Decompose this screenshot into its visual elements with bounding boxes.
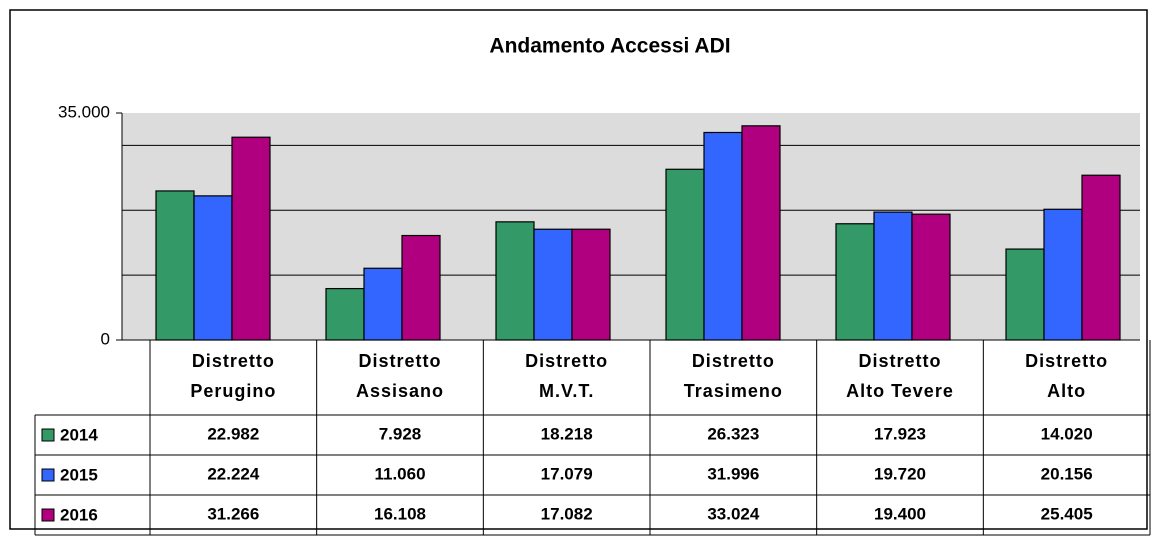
bar [741,125,781,341]
data-label: 20.156 [1041,464,1093,483]
bar [571,228,611,341]
legend-label: 2016 [60,505,98,524]
bar [873,211,913,341]
bar [1043,208,1083,341]
data-label: 22.982 [207,424,259,443]
data-label: 17.923 [874,424,926,443]
data-label: 7.928 [379,424,422,443]
bar [193,195,233,341]
x-tick-label: Distretto [192,351,275,371]
bar [325,287,365,341]
data-label: 22.224 [207,464,260,483]
legend-label: 2015 [60,465,98,484]
legend-swatch [41,468,55,482]
bar [363,267,403,341]
data-label: 31.266 [207,504,259,523]
data-label: 31.996 [707,464,759,483]
x-tick-label: M.V.T. [539,381,594,401]
data-label: 18.218 [541,424,593,443]
bar [495,221,535,341]
bar [1081,174,1121,341]
bar [401,234,441,341]
bar [231,136,271,341]
data-label: 11.060 [374,464,425,483]
data-label: 19.720 [874,464,926,483]
x-tick-label: Distretto [858,351,941,371]
legend-swatch [41,508,55,522]
bar [533,228,573,341]
x-tick-label: Alto [1047,381,1086,401]
x-tick-label: Distretto [525,351,608,371]
bar [155,190,195,341]
x-tick-label: Assisano [356,381,444,401]
plot-area [122,113,1140,340]
x-tick-label: Distretto [358,351,441,371]
chart-title: Andamento Accessi ADI [489,35,730,58]
data-label: 17.079 [541,464,593,483]
data-label: 14.020 [1041,424,1093,443]
y-tick-label: 35.000 [58,102,110,121]
bar [911,213,951,341]
data-label: 25.405 [1041,504,1093,523]
bar [835,223,875,341]
data-label: 19.400 [874,504,926,523]
x-tick-label: Trasimeno [684,381,783,401]
legend-swatch [41,428,55,442]
data-label: 16.108 [374,504,426,523]
legend-label: 2014 [60,425,98,444]
bar [665,168,705,341]
y-tick-label: 0 [101,329,110,348]
data-label: 17.082 [541,504,593,523]
x-tick-label: Distretto [1025,351,1108,371]
x-tick-label: Alto Tevere [846,381,954,401]
data-label: 26.323 [707,424,759,443]
x-tick-label: Perugino [190,381,276,401]
data-label: 33.024 [707,504,760,523]
bar [703,131,743,341]
x-tick-label: Distretto [692,351,775,371]
bar [1005,248,1045,341]
